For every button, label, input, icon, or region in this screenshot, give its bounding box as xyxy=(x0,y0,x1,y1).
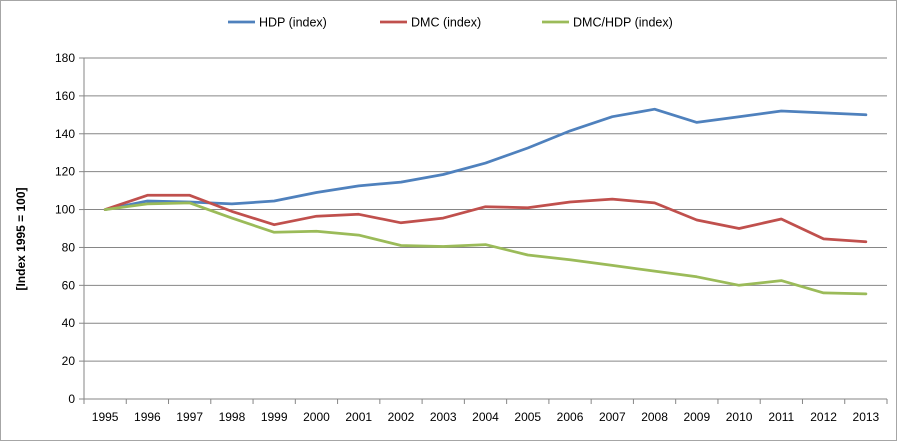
y-tick-label-60: 60 xyxy=(62,278,76,292)
y-tick-labels: 0 20 40 60 80 100 120 140 160 180 xyxy=(55,51,75,406)
y-tick-label-20: 20 xyxy=(62,354,76,368)
series-line-1 xyxy=(103,193,868,244)
x-tick-label-2013: 2013 xyxy=(853,410,880,424)
x-tick-label-2006: 2006 xyxy=(557,410,584,424)
x-tick-label-2005: 2005 xyxy=(514,410,541,424)
x-tick-label-2012: 2012 xyxy=(810,410,837,424)
x-tick-label-2003: 2003 xyxy=(430,410,457,424)
y-tick-label-120: 120 xyxy=(55,165,75,179)
y-tick-label-40: 40 xyxy=(62,316,76,330)
x-tick-label-2001: 2001 xyxy=(345,410,372,424)
y-tick-label-180: 180 xyxy=(55,51,75,65)
gridlines xyxy=(84,57,887,362)
legend: HDP (index) DMC (index) DMC/HDP (index) xyxy=(228,16,673,30)
x-tick-label-1999: 1999 xyxy=(261,410,288,424)
x-tick-label-1995: 1995 xyxy=(92,410,119,424)
y-tick-label-100: 100 xyxy=(55,203,75,217)
x-tick-label-1997: 1997 xyxy=(176,410,203,424)
series-lines xyxy=(103,107,868,296)
x-tick-label-2011: 2011 xyxy=(768,410,794,424)
legend-label-0: HDP (index) xyxy=(259,16,327,30)
y-tick-label-160: 160 xyxy=(55,89,75,103)
legend-label-1: DMC (index) xyxy=(411,16,481,30)
x-tick-label-1996: 1996 xyxy=(134,410,161,424)
y-tick-label-140: 140 xyxy=(55,127,75,141)
y-axis-label: [Index 1995 = 100] xyxy=(14,187,28,290)
x-tick-label-2004: 2004 xyxy=(472,410,499,424)
x-tick-label-2007: 2007 xyxy=(599,410,626,424)
series-line-0 xyxy=(103,107,868,211)
y-tick-label-0: 0 xyxy=(68,392,75,406)
x-tick-label-2009: 2009 xyxy=(683,410,710,424)
x-tick-label-1998: 1998 xyxy=(219,410,246,424)
x-tick-label-2000: 2000 xyxy=(303,410,330,424)
x-tick-label-2008: 2008 xyxy=(641,410,668,424)
series-line-2 xyxy=(103,201,868,296)
x-tick-label-2010: 2010 xyxy=(726,410,753,424)
y-tick-label-80: 80 xyxy=(62,240,76,254)
x-tick-labels: 1995 1996 1997 1998 1999 2000 2001 2002 2003 2004… xyxy=(92,410,880,424)
axes xyxy=(79,57,888,404)
x-tick-label-2002: 2002 xyxy=(388,410,415,424)
legend-label-2: DMC/HDP (index) xyxy=(573,16,673,30)
